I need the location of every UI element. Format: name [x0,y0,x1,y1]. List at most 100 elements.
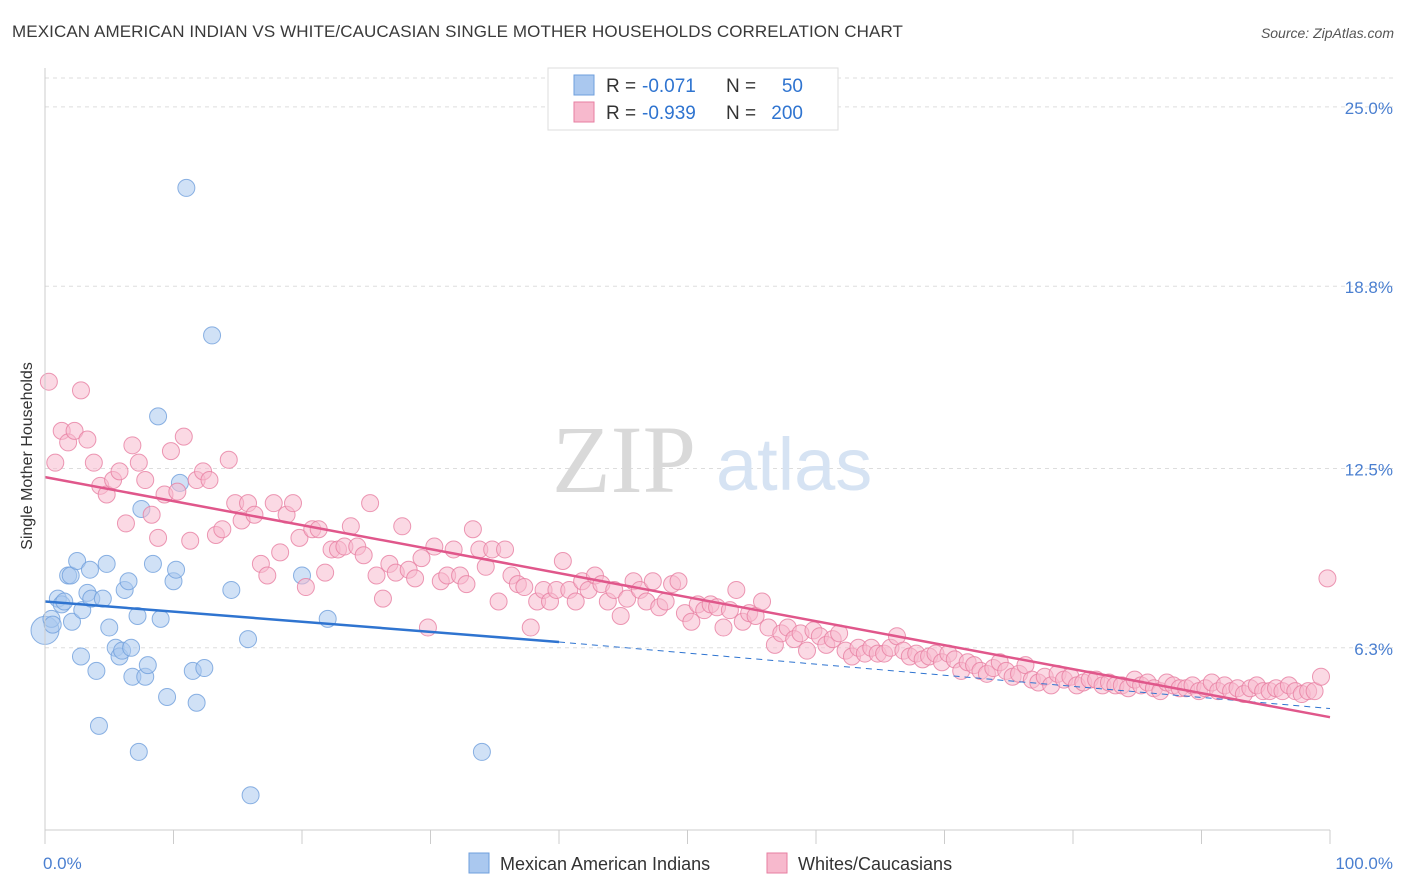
legend-r-label-2: R = [606,103,636,124]
blue-point [138,656,157,675]
pink-point [798,641,817,660]
legend-n-value-2: 200 [771,103,803,124]
pink-point [457,575,476,594]
trend-layer [44,475,1331,719]
legend-r-value-1: -0.071 [642,76,696,97]
pink-point [393,517,412,536]
legend-bottom-label-2: Whites/Caucasians [798,854,952,874]
pink-point [174,427,193,446]
y-tick-label: 12.5% [1345,460,1393,479]
pink-point [258,566,277,585]
pink-point [618,589,637,608]
axis-layer: 6.3% 12.5% 18.8% 25.0% 0.0% 100.0% [43,68,1393,873]
legend-box [547,67,839,131]
pink-point [463,520,482,539]
pink-point [727,580,746,599]
legend-n-label-1: N = [726,76,756,97]
blue-point [122,638,141,657]
pink-point [418,618,437,637]
pink-point [136,471,155,490]
source-credit: Source: ZipAtlas.com [1260,25,1394,41]
blue-point [43,615,62,634]
blue-point [187,693,206,712]
pink-point [682,612,701,631]
pink-point [566,592,585,611]
blue-point [151,609,170,628]
legend-bottom-swatch-pink [766,852,788,874]
pink-point [714,618,733,637]
legend-bottom-label-1: Mexican American Indians [500,854,710,874]
blue-point [129,742,148,761]
blue-point [97,554,116,573]
blue-point [80,560,99,579]
pink-point [116,514,135,533]
pink-point [181,531,200,550]
grid-layer [45,77,1395,649]
blue-point [87,661,106,680]
blue-point [71,647,90,666]
pink-point [656,592,675,611]
pink-point [611,606,630,625]
pink-point [496,540,515,559]
pink-point [213,520,232,539]
blue-point [68,552,87,571]
y-tick-label: 25.0% [1345,99,1393,118]
legend-swatch-blue [573,74,595,96]
legend-r-label-1: R = [606,76,636,97]
blue-point [143,554,162,573]
pink-point [149,528,168,547]
pink-point [161,442,180,461]
pink-point [412,549,431,568]
pink-point [669,572,688,591]
x-tick-label-max: 100.0% [1335,854,1393,873]
blue-point [203,326,222,345]
pink-point [78,430,97,449]
correlation-legend: R = -0.071 N = 50 R = -0.939 N = 200 [547,67,839,131]
x-tick-label-min: 0.0% [43,854,82,873]
blue-point [158,687,177,706]
pink-point [367,566,386,585]
y-tick-label: 18.8% [1345,278,1393,297]
watermark-zip: ZIP [552,406,696,513]
legend-bottom-swatch-blue [468,852,490,874]
blue-point [195,659,214,678]
blue-trend-line [44,600,560,644]
blue-point [177,178,196,197]
legend-swatch-pink [573,101,595,123]
blue-point [472,742,491,761]
pink-point [489,592,508,611]
blue-trend-extension [558,641,1331,710]
blue-point [239,630,258,649]
pink-point [290,528,309,547]
pink-point [425,537,444,556]
blue-point [241,786,260,805]
pink-point [71,381,90,400]
blue-point [222,580,241,599]
watermark: ZIP atlas [552,406,872,513]
blue-point [149,407,168,426]
pink-point [110,462,129,481]
legend-r-value-2: -0.939 [642,103,696,124]
pink-point [219,450,238,469]
blue-point [100,618,119,637]
pink-point [65,421,84,440]
chart-title: MEXICAN AMERICAN INDIAN VS WHITE/CAUCASI… [12,22,904,41]
pink-point [168,482,187,501]
pink-point [200,471,219,490]
legend-n-label-2: N = [726,103,756,124]
pink-point [46,453,65,472]
pink-point [515,578,534,597]
pink-point [296,578,315,597]
pink-trend-line [44,475,1331,719]
pink-point [316,563,335,582]
pink-point [521,618,540,637]
series-legend: Mexican American Indians Whites/Caucasia… [468,852,952,874]
pink-point [84,453,103,472]
blue-point [89,716,108,735]
y-tick-label: 6.3% [1354,640,1393,659]
blue-point [119,572,138,591]
pink-point [605,580,624,599]
pink-point [1312,667,1331,686]
blue-point [167,560,186,579]
